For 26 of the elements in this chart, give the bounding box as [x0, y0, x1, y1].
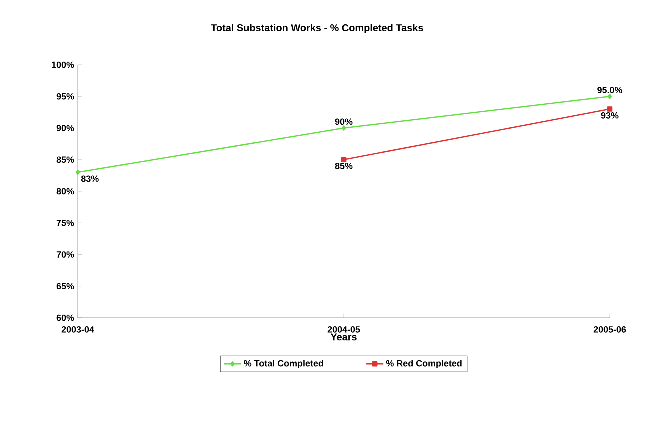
- x-tick-label: 2005-06: [594, 326, 626, 333]
- y-tick-label: 65%: [56, 283, 74, 290]
- y-tick-label: 95%: [56, 93, 74, 100]
- y-tick-label: 80%: [56, 188, 74, 195]
- y-tick-label: 90%: [56, 125, 74, 132]
- y-tick-label: 70%: [56, 252, 74, 258]
- y-tick-label: 60%: [56, 314, 74, 322]
- y-tick-label: 100%: [52, 62, 74, 68]
- chart-title: Total Substation Works - % Completed Tasks: [211, 24, 424, 34]
- data-label: 85%: [335, 163, 353, 170]
- y-tick-label: 75%: [56, 220, 74, 226]
- y-tick-label: 85%: [56, 156, 74, 164]
- data-label: 90%: [335, 118, 353, 126]
- legend-label: % Total Completed: [244, 360, 324, 368]
- x-tick-label: 2004-05: [328, 326, 360, 333]
- point: [341, 157, 347, 163]
- x-tick-label: 2003-04: [62, 326, 94, 333]
- legend-label: % Red Completed: [386, 360, 462, 368]
- point: [76, 170, 80, 176]
- point: [342, 126, 346, 131]
- data-label: 83%: [81, 176, 99, 182]
- x-axis-title: Years: [330, 334, 357, 341]
- point: [607, 106, 613, 112]
- data-label: 95.0%: [598, 87, 622, 94]
- point: [608, 94, 612, 100]
- data-label: 93%: [601, 112, 619, 119]
